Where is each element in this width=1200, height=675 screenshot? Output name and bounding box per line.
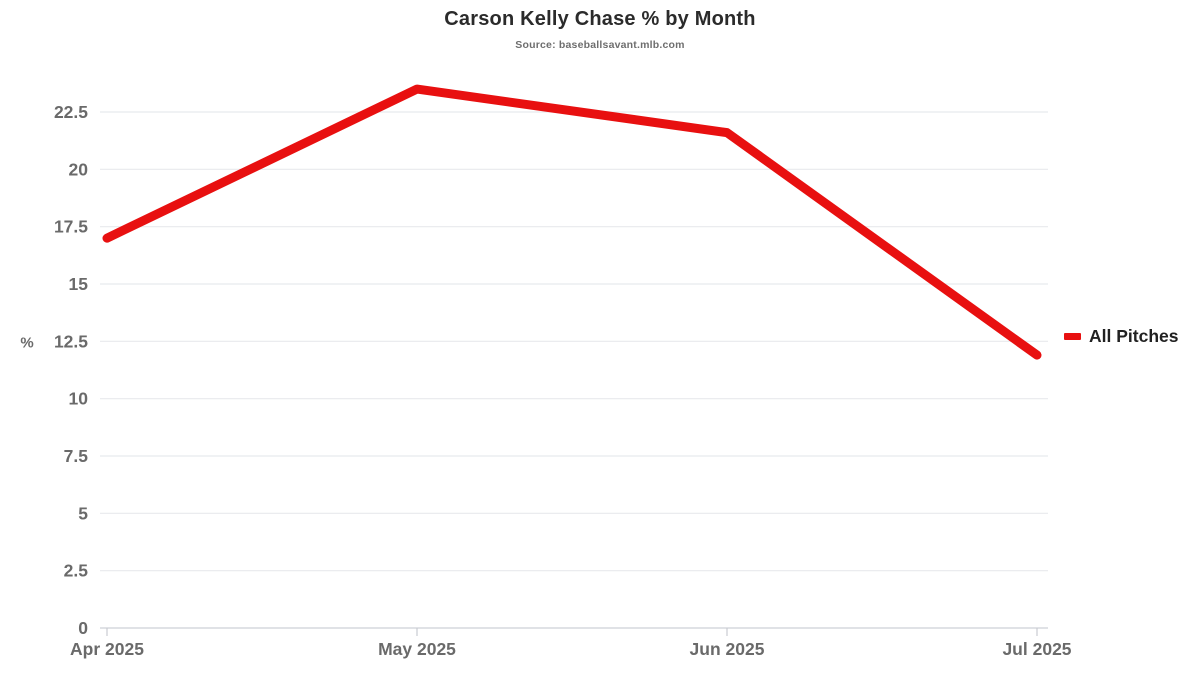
y-tick-label: 5: [78, 503, 88, 523]
chart-source-text: Source: baseballsavant.mlb.com: [515, 39, 685, 51]
legend-label-all-pitches: All Pitches: [1089, 326, 1179, 346]
y-tick-label: 15: [69, 274, 89, 294]
y-tick-label: 0: [78, 618, 88, 638]
x-tick-label: Apr 2025: [70, 639, 144, 659]
x-tick-label: Jun 2025: [690, 639, 765, 659]
y-tick-label: 20: [69, 159, 89, 179]
x-tick-label: May 2025: [378, 639, 456, 659]
y-tick-label: 2.5: [64, 561, 89, 581]
x-tick-label: Jul 2025: [1002, 639, 1071, 659]
legend: All Pitches: [1064, 326, 1178, 347]
y-axis-label: %: [20, 334, 33, 351]
y-tick-label: 22.5: [54, 102, 88, 122]
series-line-all-pitches: [102, 84, 1042, 360]
y-tick-label: 7.5: [64, 446, 89, 466]
chart-title: Carson Kelly Chase % by Month: [444, 8, 756, 30]
y-tick-label: 12.5: [54, 331, 88, 351]
y-tick-label: 17.5: [54, 217, 88, 237]
y-tick-label: 10: [69, 389, 89, 409]
legend-line-swatch-icon: [1064, 333, 1081, 340]
